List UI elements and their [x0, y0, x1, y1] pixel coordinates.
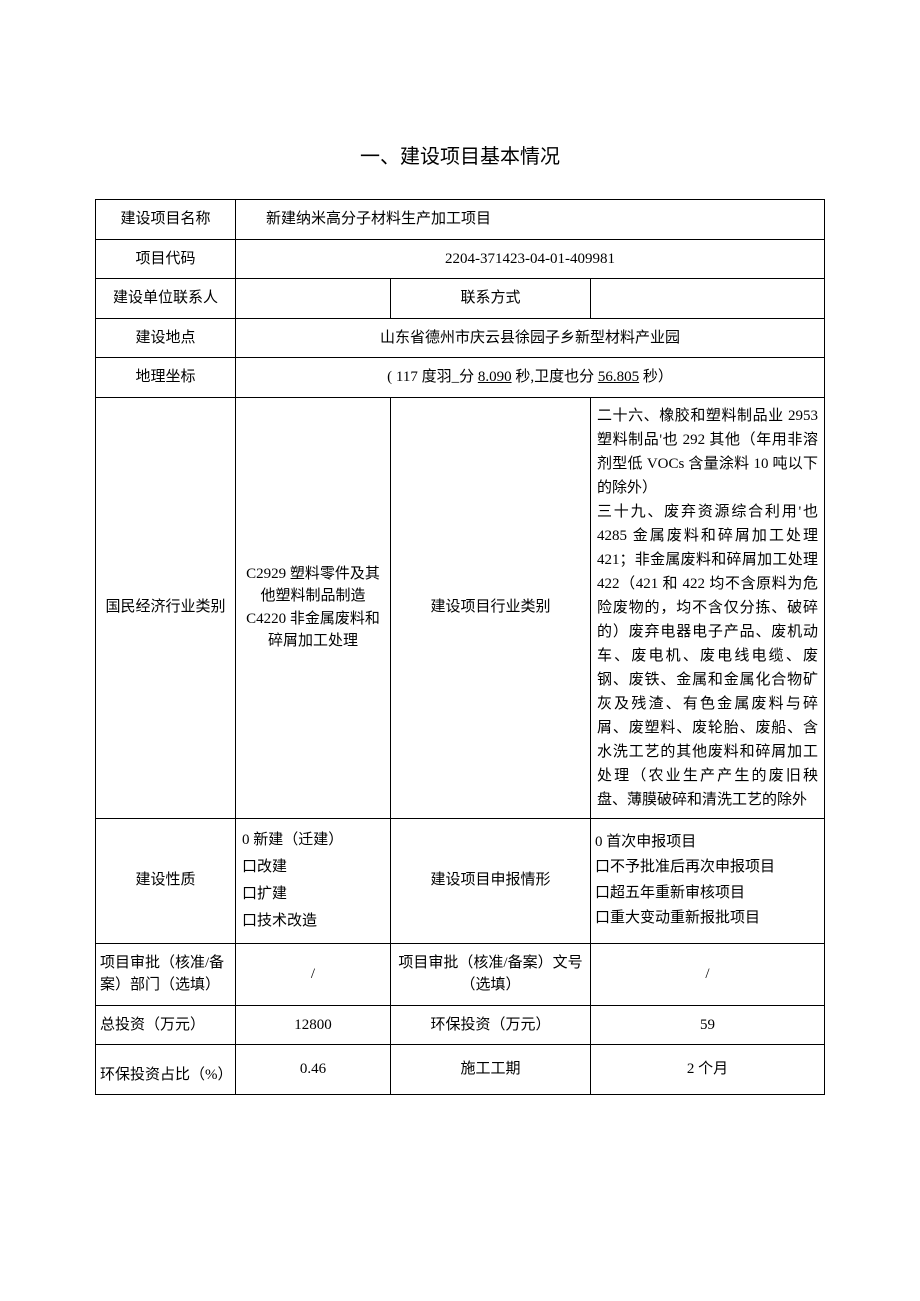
label-approval-no: 项目审批（核准/备案）文号（选填） — [391, 943, 591, 1005]
app-opt2: 口不予批准后再次申报项目 — [595, 855, 818, 881]
label-econ-industry: 国民经济行业类别 — [96, 397, 236, 818]
label-duration: 施工工期 — [391, 1045, 591, 1095]
table-row: 项目审批（核准/备案）部门（选填） / 项目审批（核准/备案）文号（选填） / — [96, 943, 825, 1005]
table-row: 建设单位联系人 联系方式 — [96, 279, 825, 319]
value-contact-person — [236, 279, 391, 319]
label-env-invest: 环保投资（万元） — [391, 1005, 591, 1045]
label-build-nature: 建设性质 — [96, 818, 236, 943]
table-row: 项目代码 2204-371423-04-01-409981 — [96, 239, 825, 279]
value-location: 山东省德州市庆云县徐园子乡新型材料产业园 — [236, 318, 825, 358]
nature-opt3: 口扩建 — [242, 881, 384, 908]
value-app-status: 0 首次申报项目 口不予批准后再次申报项目 口超五年重新审核项目 口重大变动重新… — [591, 818, 825, 943]
value-project-industry: 二十六、橡胶和塑料制品业 2953塑料制品'也 292 其他（年用非溶剂型低 V… — [591, 397, 825, 818]
value-build-nature: 0 新建（迁建） 口改建 口扩建 口技术改造 — [236, 818, 391, 943]
table-row: 总投资（万元） 12800 环保投资（万元） 59 — [96, 1005, 825, 1045]
table-row: 地理坐标 ( 117 度羽_分 8.090 秒,卫度也分 56.805 秒） — [96, 358, 825, 398]
value-env-invest: 59 — [591, 1005, 825, 1045]
value-coords: ( 117 度羽_分 8.090 秒,卫度也分 56.805 秒） — [236, 358, 825, 398]
coords-prefix: ( 117 度羽_分 — [387, 369, 478, 385]
label-approval-dept: 项目审批（核准/备案）部门（选填） — [96, 943, 236, 1005]
value-duration: 2 个月 — [591, 1045, 825, 1095]
app-opt1: 0 首次申报项目 — [595, 830, 818, 856]
label-location: 建设地点 — [96, 318, 236, 358]
nature-opt2: 口改建 — [242, 854, 384, 881]
nature-opt4: 口技术改造 — [242, 908, 384, 935]
label-total-invest: 总投资（万元） — [96, 1005, 236, 1045]
label-app-status: 建设项目申报情形 — [391, 818, 591, 943]
table-row: 建设项目名称 新建纳米高分子材料生产加工项目 — [96, 200, 825, 240]
label-project-industry: 建设项目行业类别 — [391, 397, 591, 818]
value-project-name: 新建纳米高分子材料生产加工项目 — [236, 200, 825, 240]
table-row: 建设地点 山东省德州市庆云县徐园子乡新型材料产业园 — [96, 318, 825, 358]
project-info-table: 建设项目名称 新建纳米高分子材料生产加工项目 项目代码 2204-371423-… — [95, 199, 825, 1095]
coords-sec2: 56.805 — [598, 369, 639, 385]
label-contact-person: 建设单位联系人 — [96, 279, 236, 319]
value-total-invest: 12800 — [236, 1005, 391, 1045]
value-contact-method — [591, 279, 825, 319]
label-env-ratio: 环保投资占比（%） — [96, 1045, 236, 1095]
label-coords: 地理坐标 — [96, 358, 236, 398]
nature-opt1: 0 新建（迁建） — [242, 827, 384, 854]
coords-mid: 秒,卫度也分 — [512, 369, 598, 385]
value-env-ratio: 0.46 — [236, 1045, 391, 1095]
app-opt3: 口超五年重新审核项目 — [595, 881, 818, 907]
page-title: 一、建设项目基本情况 — [95, 140, 825, 169]
value-approval-no: / — [591, 943, 825, 1005]
label-project-code: 项目代码 — [96, 239, 236, 279]
value-approval-dept: / — [236, 943, 391, 1005]
label-project-name: 建设项目名称 — [96, 200, 236, 240]
app-opt4: 口重大变动重新报批项目 — [595, 906, 818, 932]
table-row: 国民经济行业类别 C2929 塑料零件及其他塑料制品制造C4220 非金属废料和… — [96, 397, 825, 818]
coords-suffix: 秒） — [639, 369, 673, 385]
coords-sec1: 8.090 — [478, 369, 512, 385]
value-econ-industry: C2929 塑料零件及其他塑料制品制造C4220 非金属废料和碎屑加工处理 — [236, 397, 391, 818]
label-contact-method: 联系方式 — [391, 279, 591, 319]
value-project-code: 2204-371423-04-01-409981 — [236, 239, 825, 279]
table-row: 环保投资占比（%） 0.46 施工工期 2 个月 — [96, 1045, 825, 1095]
table-row: 建设性质 0 新建（迁建） 口改建 口扩建 口技术改造 建设项目申报情形 0 首… — [96, 818, 825, 943]
